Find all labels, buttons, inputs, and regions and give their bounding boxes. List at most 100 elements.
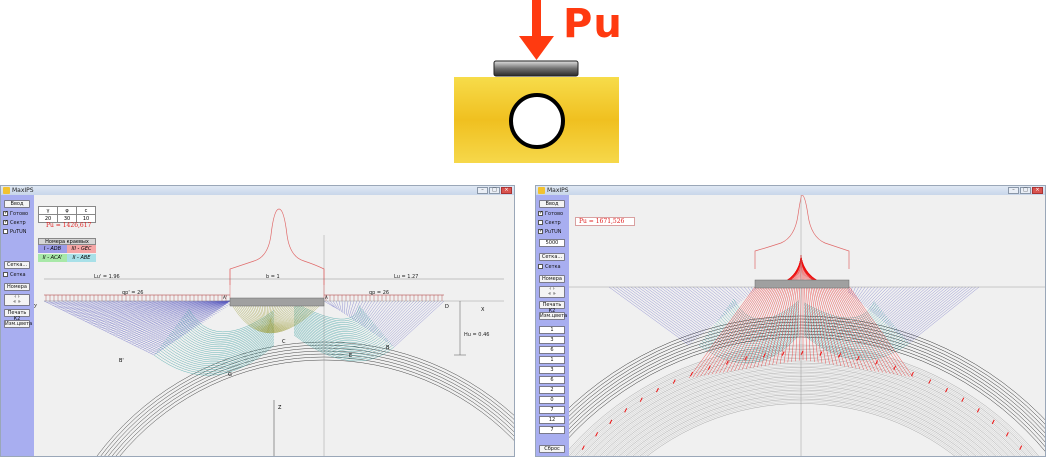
minimize-button[interactable]: – xyxy=(477,187,488,194)
sector-checkbox[interactable]: Сектр xyxy=(538,220,561,227)
sector-checkbox[interactable]: ✓ Сектр xyxy=(3,219,26,226)
title-bar: MaxIPS – □ × xyxy=(1,186,514,195)
grid-checkbox[interactable]: Сетка xyxy=(538,264,561,271)
load-label: Pu xyxy=(563,1,623,47)
maximize-button[interactable]: □ xyxy=(1020,187,1031,194)
fan-line xyxy=(667,286,716,324)
point-d: D xyxy=(445,304,449,310)
number-item[interactable]: 0 xyxy=(539,396,565,404)
number-item[interactable]: 3 xyxy=(539,366,565,374)
arc-line xyxy=(293,330,390,356)
drawing-canvas[interactable]: Pu = 1671,526 xyxy=(569,195,1045,456)
fan-line xyxy=(696,286,729,313)
fan-line xyxy=(134,300,231,346)
nav-arrows[interactable]: ‹ › « » xyxy=(4,294,30,306)
fan-line xyxy=(335,300,341,312)
footing xyxy=(754,279,850,289)
putun-checkbox[interactable]: PuTUN xyxy=(3,229,27,236)
arc-line xyxy=(293,319,378,342)
red-trace xyxy=(656,387,659,393)
red-trace xyxy=(828,286,864,370)
number-item[interactable]: 7 xyxy=(539,426,565,434)
fan-line xyxy=(323,300,335,308)
fan-line xyxy=(878,286,915,319)
putun-checkbox[interactable]: ✓ PuTUN xyxy=(538,228,562,235)
numbers-button[interactable]: Номера xyxy=(539,275,565,283)
checkbox-mark: ✓ xyxy=(3,219,9,225)
ready-checkbox[interactable]: ✓ Готово xyxy=(3,210,29,217)
fan-line xyxy=(902,286,967,339)
fan-line xyxy=(392,300,442,347)
fan-line xyxy=(344,300,346,315)
red-trace xyxy=(690,371,694,377)
surcharge-load xyxy=(44,294,444,301)
red-trace xyxy=(817,286,838,366)
fan-line xyxy=(714,286,737,306)
number-item[interactable]: 1 xyxy=(539,356,565,364)
fan-line xyxy=(326,300,336,309)
minimize-button[interactable]: – xyxy=(1008,187,1019,194)
fan-line xyxy=(353,300,364,321)
maximize-button[interactable]: □ xyxy=(489,187,500,194)
fan-line xyxy=(205,300,223,311)
count-field[interactable]: 5000 xyxy=(539,239,565,247)
fan-line xyxy=(148,300,231,353)
close-button[interactable]: × xyxy=(501,187,512,194)
arc-line xyxy=(728,304,800,326)
fan-line xyxy=(350,300,358,319)
window-title: MaxIPS xyxy=(547,187,569,194)
grid-button[interactable]: Сетка... xyxy=(539,253,565,261)
pressure-curve xyxy=(229,208,325,285)
arc-line xyxy=(803,326,901,349)
grid-button[interactable]: Сетка... xyxy=(4,261,30,269)
print-button[interactable]: Печать К2 xyxy=(4,309,30,322)
fan-line xyxy=(703,286,732,310)
change-color-button[interactable]: Изм.цвета xyxy=(539,312,568,320)
red-trace xyxy=(849,286,914,378)
ready-checkbox[interactable]: ✓ Готово xyxy=(538,210,564,217)
arc-line xyxy=(803,312,886,331)
number-item[interactable]: 12 xyxy=(539,416,565,424)
number-item[interactable]: 3 xyxy=(539,336,565,344)
fan-line xyxy=(75,300,168,347)
right-app-window: MaxIPS – □ × Ввод ✓ Готово Сектр ✓ PuTUN 5… xyxy=(535,185,1046,457)
fan-line xyxy=(151,300,200,326)
arc-line xyxy=(719,313,800,337)
input-button[interactable]: Ввод xyxy=(4,200,30,208)
arc-line xyxy=(269,300,283,323)
arc-line xyxy=(156,341,275,372)
arc-line xyxy=(803,327,902,351)
arc-line xyxy=(293,312,371,332)
grid-checkbox[interactable]: Сетка xyxy=(3,272,26,279)
fan-line xyxy=(210,300,225,309)
red-trace xyxy=(814,286,830,365)
close-button[interactable]: × xyxy=(1032,187,1043,194)
number-item[interactable]: 6 xyxy=(539,346,565,354)
fan-line xyxy=(115,300,231,337)
red-trace xyxy=(841,286,895,375)
nav-arrows[interactable]: ‹ › « » xyxy=(539,286,565,298)
numbers-button[interactable]: Номера xyxy=(4,283,30,291)
arc-line xyxy=(162,335,275,364)
fan-line xyxy=(354,300,367,322)
reset-button[interactable]: Сброс xyxy=(539,445,565,453)
number-item[interactable]: 1 xyxy=(539,326,565,334)
fan-line xyxy=(87,300,231,323)
number-item[interactable]: 6 xyxy=(539,376,565,384)
fan-line xyxy=(341,300,344,314)
change-color-button[interactable]: Изм.цвета xyxy=(4,320,33,328)
number-item[interactable]: 2 xyxy=(539,386,565,394)
fan-line xyxy=(904,286,970,340)
fan-line xyxy=(663,286,714,325)
input-button[interactable]: Ввод xyxy=(539,200,565,208)
print-button[interactable]: Печать К2 xyxy=(539,301,565,314)
fan-line xyxy=(165,300,206,322)
red-trace xyxy=(807,286,815,362)
app-icon xyxy=(3,187,10,194)
red-trace xyxy=(738,286,776,371)
number-item[interactable]: 7 xyxy=(539,406,565,414)
fan-line xyxy=(84,300,172,344)
fan-line xyxy=(743,286,751,295)
fan-line xyxy=(740,286,749,296)
